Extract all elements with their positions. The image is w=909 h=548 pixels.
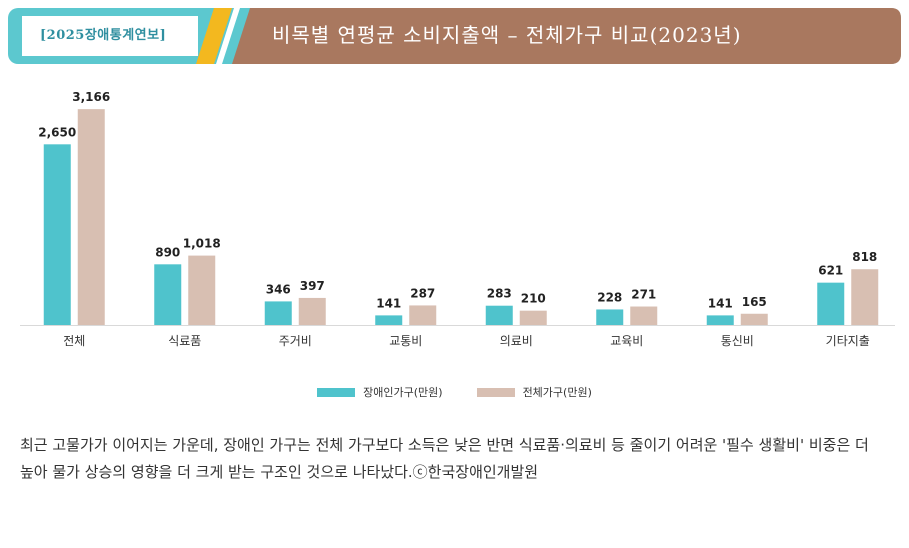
bar-all-1 [188, 255, 216, 325]
legend-label-all: 전체가구(만원) [522, 386, 592, 399]
value-label-all-0: 3,166 [72, 90, 110, 104]
value-label-all-6: 165 [742, 295, 767, 309]
category-label-5: 교육비 [610, 334, 643, 348]
bar-all-4 [519, 310, 547, 325]
bar-disabled-6 [706, 315, 734, 325]
bar-disabled-3 [375, 315, 403, 325]
bar-all-0 [77, 109, 105, 325]
bar-all-7 [851, 269, 879, 325]
legend-swatch-disabled [317, 387, 356, 397]
category-label-1: 식료품 [168, 334, 201, 348]
chart-title: 비목별 연평균 소비지출액 – 전체가구 비교(2023년) [272, 23, 742, 47]
value-label-disabled-0: 2,650 [38, 125, 76, 139]
banner-brown-panel [232, 8, 901, 64]
value-label-disabled-5: 228 [597, 290, 622, 304]
bar-disabled-1 [154, 264, 182, 325]
article-caption: 최근 고물가가 이어지는 가운데, 장애인 가구는 전체 가구보다 소득은 낮은… [20, 436, 869, 481]
value-label-all-1: 1,018 [183, 237, 221, 251]
value-label-disabled-1: 890 [155, 245, 180, 259]
bar-all-3 [409, 305, 437, 325]
bars-group [43, 109, 879, 325]
banner-white-stripe [216, 8, 240, 64]
value-label-all-5: 271 [631, 288, 656, 302]
category-label-4: 의료비 [500, 334, 533, 348]
bar-disabled-0 [43, 144, 71, 325]
banner-background [0, 0, 909, 72]
value-label-disabled-2: 346 [266, 282, 291, 296]
legend: 장애인가구(만원) 전체가구(만원) [0, 380, 909, 404]
value-label-all-2: 397 [300, 279, 325, 293]
legend-swatch-all [476, 387, 515, 397]
value-label-all-7: 818 [852, 250, 877, 264]
value-label-disabled-6: 141 [708, 296, 733, 310]
value-label-all-4: 210 [521, 292, 546, 306]
bar-disabled-5 [596, 309, 624, 325]
category-labels-group: 전체 식료품 주거비 교통비 의료비 교육비 통신비 기타지출 [63, 334, 870, 348]
category-label-6: 통신비 [721, 334, 754, 348]
value-label-disabled-4: 283 [487, 287, 512, 301]
bar-disabled-2 [264, 301, 292, 325]
banner-tag: [2025장애통계연보] [40, 28, 167, 43]
banner-yellow-stripe [196, 8, 232, 64]
legend-label-disabled: 장애인가구(만원) [363, 386, 443, 399]
chart-banner: [2025장애통계연보] 비목별 연평균 소비지출액 – 전체가구 비교(202… [0, 0, 909, 72]
category-label-7: 기타지출 [826, 334, 870, 348]
category-label-0: 전체 [63, 334, 85, 348]
legend-item-disabled: 장애인가구(만원) [317, 384, 443, 400]
bar-all-6 [740, 313, 768, 325]
bar-disabled-7 [817, 282, 845, 325]
value-label-all-3: 287 [410, 286, 435, 300]
bar-all-5 [630, 306, 658, 325]
value-label-disabled-3: 141 [376, 296, 401, 310]
bar-all-2 [298, 297, 326, 325]
banner-tag-box [22, 16, 198, 56]
value-label-disabled-7: 621 [818, 264, 843, 278]
category-label-3: 교통비 [389, 334, 422, 348]
category-label-2: 주거비 [279, 334, 312, 348]
bar-disabled-4 [485, 305, 513, 325]
legend-item-all: 전체가구(만원) [476, 384, 592, 400]
